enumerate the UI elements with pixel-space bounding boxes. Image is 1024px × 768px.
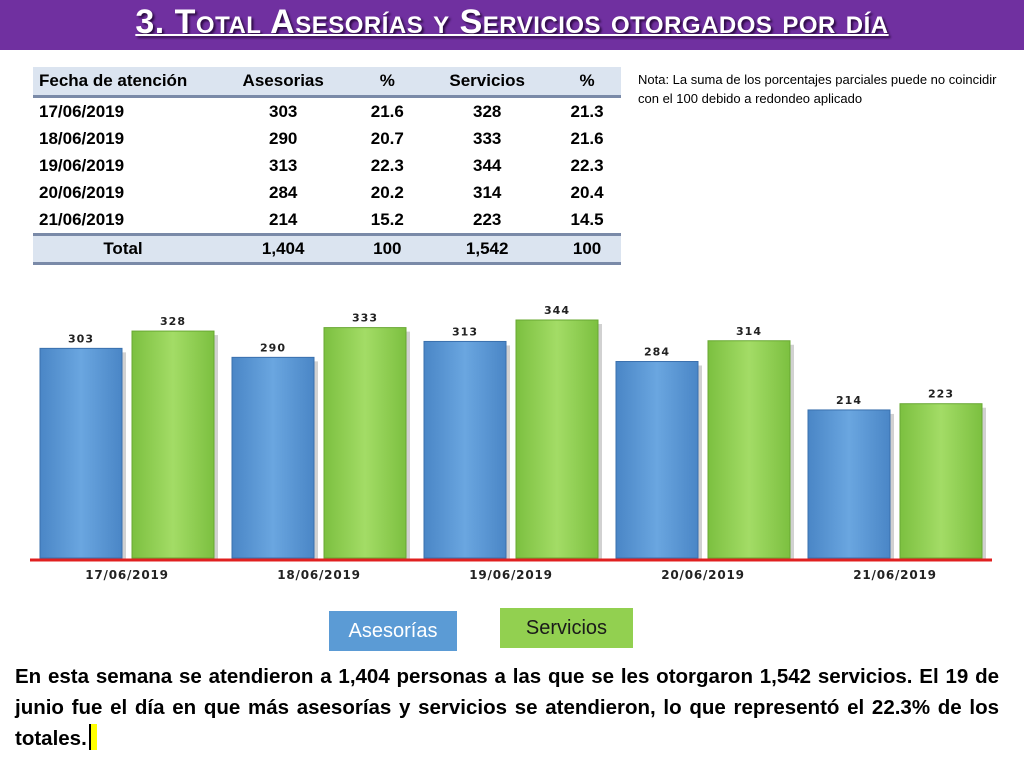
cell-servicios: 223 <box>421 206 554 235</box>
footnote: Nota: La suma de los porcentajes parcial… <box>638 72 997 106</box>
cell-fecha: 17/06/2019 <box>33 96 213 125</box>
data-label: 223 <box>928 388 954 401</box>
cell-asesorias: 214 <box>213 206 354 235</box>
text-cursor <box>88 724 97 750</box>
bar-servicios-1 <box>131 330 215 559</box>
x-tick-label: 17/06/2019 <box>85 568 169 582</box>
data-label: 303 <box>68 332 94 345</box>
cell-servicios: 314 <box>421 179 554 206</box>
header-pct-servicios: % <box>553 67 621 98</box>
bar-servicios-5 <box>899 403 983 559</box>
cell-pct-asesorias: 22.3 <box>353 152 422 179</box>
cell-fecha: 20/06/2019 <box>33 179 213 206</box>
table-header-row: Fecha de atención Asesorias % Servicios … <box>33 67 621 98</box>
table-total-row: Total 1,404 100 1,542 100 <box>33 233 621 265</box>
header-pct-asesorias: % <box>353 67 422 98</box>
header-servicios: Servicios <box>421 67 554 98</box>
total-pct-asesorias: 100 <box>353 233 422 265</box>
bar-asesorias-5 <box>807 409 891 559</box>
data-label: 344 <box>544 304 570 317</box>
table-row: 18/06/2019 290 20.7 333 21.6 <box>33 125 621 152</box>
x-tick-label: 21/06/2019 <box>853 568 937 582</box>
bar-servicios-4 <box>707 340 791 559</box>
cell-servicios: 328 <box>421 96 554 125</box>
cell-pct-servicios: 14.5 <box>553 206 621 235</box>
bar-asesorias-2 <box>231 356 315 559</box>
x-tick-label: 18/06/2019 <box>277 568 361 582</box>
total-asesorias: 1,404 <box>213 233 354 265</box>
total-servicios: 1,542 <box>421 233 554 265</box>
summary-body: En esta semana se atendieron a 1,404 per… <box>15 665 999 750</box>
cell-fecha: 21/06/2019 <box>33 206 213 235</box>
data-label: 314 <box>736 325 762 338</box>
data-label: 214 <box>836 394 862 407</box>
legend-servicios: Servicios <box>500 608 633 648</box>
bar-servicios-3 <box>515 319 599 559</box>
cell-asesorias: 290 <box>213 125 354 152</box>
data-label: 290 <box>260 341 286 354</box>
page-title: 3. Total Asesorías y Servicios otorgados… <box>135 3 889 41</box>
bar-asesorias-1 <box>39 347 123 559</box>
header-asesorias: Asesorias <box>213 67 354 98</box>
data-label: 328 <box>160 315 186 328</box>
table-row: 20/06/2019 284 20.2 314 20.4 <box>33 179 621 206</box>
x-tick-label: 19/06/2019 <box>469 568 553 582</box>
total-pct-servicios: 100 <box>553 233 621 265</box>
cell-servicios: 333 <box>421 125 554 152</box>
table-row: 21/06/2019 214 15.2 223 14.5 <box>33 206 621 235</box>
table-row: 19/06/2019 313 22.3 344 22.3 <box>33 152 621 179</box>
bar-asesorias-4 <box>615 361 699 559</box>
bar-asesorias-3 <box>423 340 507 559</box>
cell-pct-asesorias: 15.2 <box>353 206 422 235</box>
bar-servicios-2 <box>323 327 407 559</box>
cell-servicios: 344 <box>421 152 554 179</box>
table-row: 17/06/2019 303 21.6 328 21.3 <box>33 96 621 125</box>
bar-chart: 303 328 17/06/2019 290 333 18/06/2019 313 344 19… <box>30 304 992 582</box>
cell-pct-servicios: 22.3 <box>553 152 621 179</box>
cell-asesorias: 303 <box>213 96 354 125</box>
data-label: 313 <box>452 325 478 338</box>
cell-fecha: 18/06/2019 <box>33 125 213 152</box>
data-table: Fecha de atención Asesorias % Servicios … <box>33 67 621 265</box>
cell-pct-asesorias: 20.2 <box>353 179 422 206</box>
x-tick-label: 20/06/2019 <box>661 568 745 582</box>
header-fecha: Fecha de atención <box>33 67 213 98</box>
cell-asesorias: 284 <box>213 179 354 206</box>
cell-pct-servicios: 21.3 <box>553 96 621 125</box>
title-bar: 3. Total Asesorías y Servicios otorgados… <box>0 0 1024 50</box>
cell-pct-asesorias: 21.6 <box>353 96 422 125</box>
cell-pct-servicios: 21.6 <box>553 125 621 152</box>
data-label: 284 <box>644 346 670 359</box>
legend-asesorias: Asesorías <box>329 611 457 651</box>
cell-pct-asesorias: 20.7 <box>353 125 422 152</box>
total-label: Total <box>33 233 213 265</box>
summary-text: En esta semana se atendieron a 1,404 per… <box>15 661 999 754</box>
data-label: 333 <box>352 312 378 325</box>
cell-pct-servicios: 20.4 <box>553 179 621 206</box>
cell-asesorias: 313 <box>213 152 354 179</box>
cell-fecha: 19/06/2019 <box>33 152 213 179</box>
